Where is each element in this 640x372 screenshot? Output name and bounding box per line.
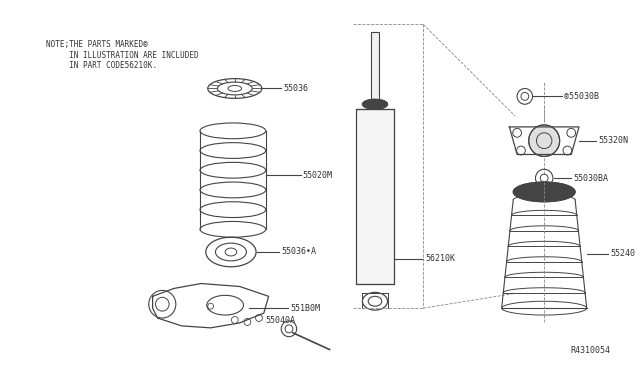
- Text: ®55030B: ®55030B: [563, 92, 598, 101]
- Text: R4310054: R4310054: [570, 346, 610, 355]
- Text: 56210K: 56210K: [425, 254, 455, 263]
- Ellipse shape: [362, 99, 388, 109]
- FancyBboxPatch shape: [371, 32, 379, 106]
- Circle shape: [529, 125, 559, 157]
- Text: NOTE;THE PARTS MARKED®
     IN ILLUSTRATION ARE INCLUDED
     IN PART CODE56210K: NOTE;THE PARTS MARKED® IN ILLUSTRATION A…: [46, 40, 199, 70]
- Text: 551B0M: 551B0M: [290, 304, 320, 312]
- Text: 55036: 55036: [283, 84, 308, 93]
- Text: 55020M: 55020M: [303, 171, 333, 180]
- Text: 55320N: 55320N: [598, 136, 628, 145]
- Ellipse shape: [513, 182, 575, 202]
- Text: 55036•A: 55036•A: [281, 247, 316, 257]
- Text: 55040A: 55040A: [266, 317, 296, 326]
- FancyBboxPatch shape: [356, 109, 394, 283]
- Text: 55240: 55240: [610, 250, 635, 259]
- Text: 55030BA: 55030BA: [573, 174, 608, 183]
